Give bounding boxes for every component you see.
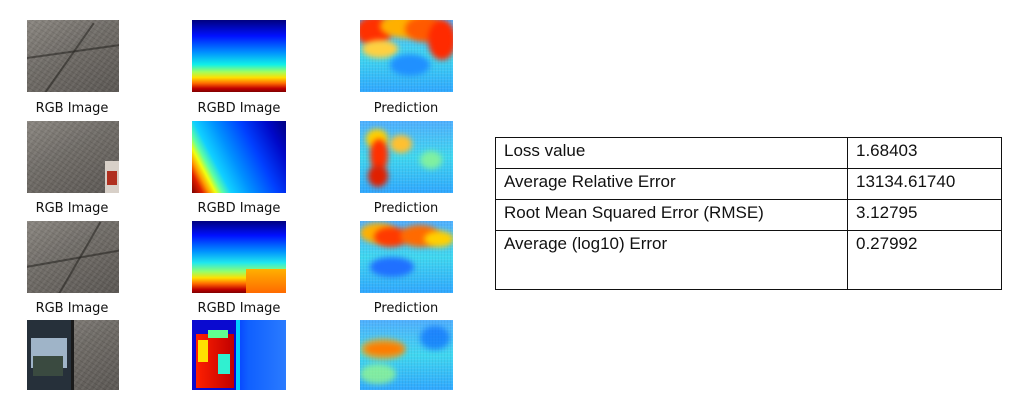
rgbd-image-1 <box>192 20 286 92</box>
metric-row: Loss value 1.68403 <box>495 137 1002 169</box>
rgbd-image-caption-2: RGBD Image <box>197 201 281 216</box>
prediction-image-2 <box>360 121 453 193</box>
rgbd-image-4 <box>192 320 286 390</box>
prediction-image-1 <box>360 20 453 92</box>
prediction-image-3 <box>360 221 453 293</box>
rgb-image-4 <box>27 320 119 390</box>
rgb-image-caption-1: RGB Image <box>35 101 109 116</box>
metric-row: Average Relative Error 13134.61740 <box>495 168 1002 200</box>
rgb-image-1 <box>27 20 119 92</box>
rgb-image-caption-3: RGB Image <box>35 301 109 316</box>
rgbd-image-caption-1: RGBD Image <box>197 101 281 116</box>
prediction-caption-2: Prediction <box>373 201 439 216</box>
rgb-image-2 <box>27 121 119 193</box>
metrics-table: Loss value 1.68403 Average Relative Erro… <box>495 137 1002 290</box>
prediction-caption-3: Prediction <box>373 301 439 316</box>
metric-value-rmse: 3.12795 <box>847 199 1002 231</box>
metric-row: Average (log10) Error 0.27992 <box>495 230 1002 290</box>
rgbd-image-caption-3: RGBD Image <box>197 301 281 316</box>
metric-name-log10-error: Average (log10) Error <box>495 230 848 290</box>
metric-value-log10-error: 0.27992 <box>847 230 1002 290</box>
rgb-image-caption-2: RGB Image <box>35 201 109 216</box>
metric-value-loss: 1.68403 <box>847 137 1002 169</box>
metric-name-rmse: Root Mean Squared Error (RMSE) <box>495 199 848 231</box>
metric-value-relative-error: 13134.61740 <box>847 168 1002 200</box>
rgbd-image-3 <box>192 221 286 293</box>
metric-row: Root Mean Squared Error (RMSE) 3.12795 <box>495 199 1002 231</box>
prediction-caption-1: Prediction <box>373 101 439 116</box>
rgbd-image-2 <box>192 121 286 193</box>
metric-name-loss: Loss value <box>495 137 848 169</box>
rgb-image-3 <box>27 221 119 293</box>
metric-name-relative-error: Average Relative Error <box>495 168 848 200</box>
prediction-image-4 <box>360 320 453 390</box>
